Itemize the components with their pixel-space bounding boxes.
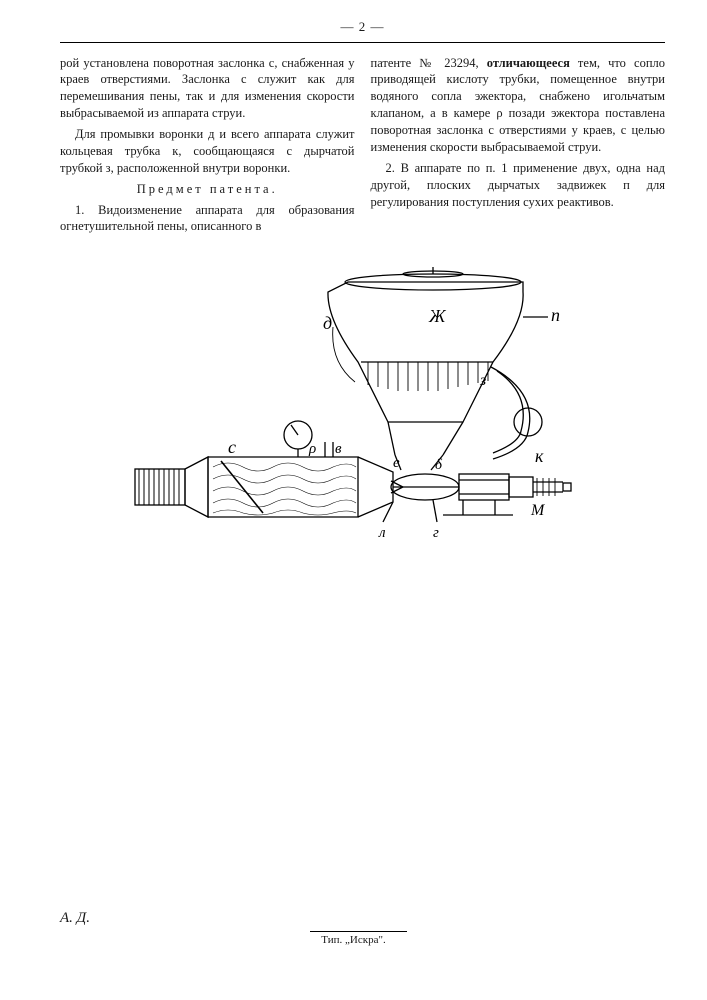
figure: Ж п д з к с ρ в е δ л г М: [60, 267, 665, 587]
label-k: к: [535, 446, 544, 466]
right-p2: 2. В аппарате по п. 1 применение двух, о…: [371, 160, 666, 211]
label-m: М: [530, 502, 546, 519]
left-column: рой установлена поворотная заслонка с, с…: [60, 55, 355, 240]
left-p1: рой установлена поворотная заслонка с, с…: [60, 55, 355, 123]
right-p1-b: тем, что сопло приводящей кислоту трубки…: [371, 56, 666, 154]
label-g: г: [433, 525, 439, 541]
footer-center: Тип. „Искра".: [0, 933, 707, 948]
footer-rule: [310, 931, 407, 932]
label-d: д: [323, 313, 332, 333]
label-z: з: [479, 372, 486, 389]
page: — 2 — рой установлена поворотная заслонк…: [0, 0, 707, 1000]
label-rho: ρ: [308, 441, 316, 457]
left-p2: Для промывки воронки д и всего аппарата …: [60, 126, 355, 177]
right-p1: патенте № 23294, отличающееся тем, что с…: [371, 55, 666, 156]
text-columns: рой установлена поворотная заслонка с, с…: [60, 55, 665, 240]
label-zh: Ж: [428, 306, 447, 326]
right-p1-a: патенте № 23294,: [371, 56, 487, 70]
apparatus-diagram: Ж п д з к с ρ в е δ л г М: [133, 267, 593, 587]
label-p: п: [551, 305, 560, 325]
right-column: патенте № 23294, отличающееся тем, что с…: [371, 55, 666, 240]
top-rule: [60, 42, 665, 43]
label-delta: δ: [435, 457, 443, 473]
label-l: л: [378, 525, 386, 541]
page-number: — 2 —: [60, 18, 665, 36]
label-v: в: [335, 441, 342, 457]
label-e: е: [393, 455, 400, 471]
footer-left: А. Д.: [60, 908, 90, 928]
left-p3: 1. Видоизменение аппарата для образовани…: [60, 202, 355, 236]
patent-subject-heading: Предмет патента.: [60, 181, 355, 198]
right-p1-bold: отличающееся: [487, 56, 570, 70]
label-c: с: [228, 437, 236, 457]
